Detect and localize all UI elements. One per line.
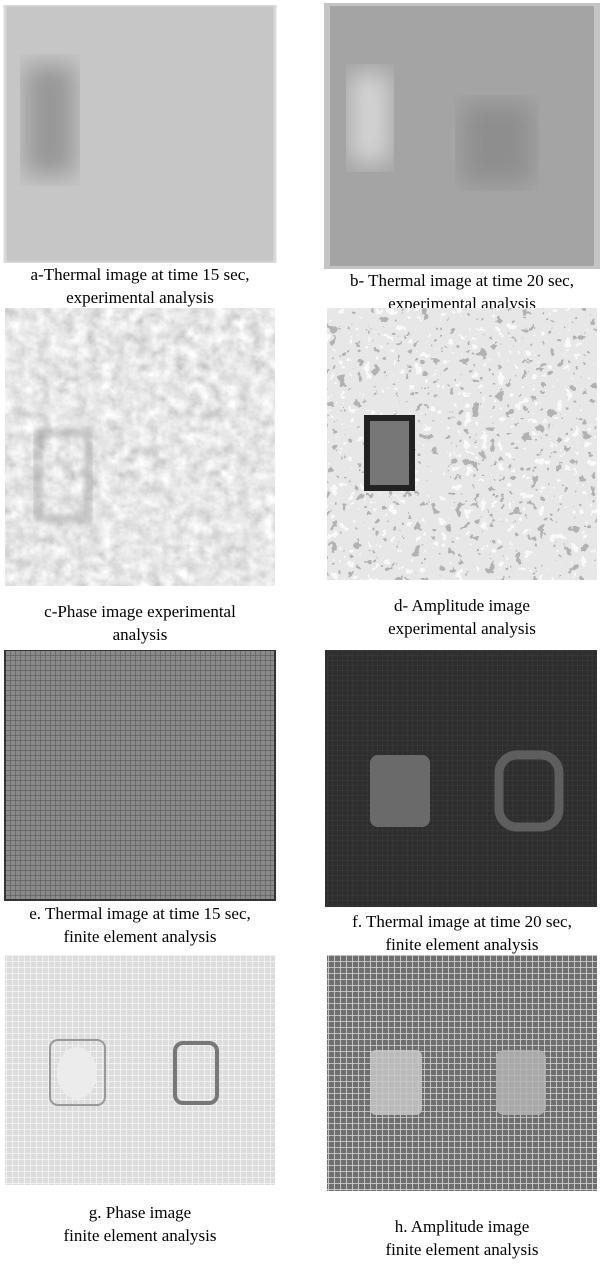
- caption-line: a-Thermal image at time 15 sec,: [0, 263, 280, 286]
- caption-line: e. Thermal image at time 15 sec,: [0, 902, 280, 925]
- caption-line: finite element analysis: [322, 933, 602, 956]
- image: [0, 650, 280, 902]
- image: [0, 955, 280, 1201]
- caption-line: h. Amplitude image: [322, 1215, 602, 1238]
- caption-line: b- Thermal image at time 20 sec,: [322, 269, 602, 292]
- image: [0, 308, 280, 600]
- panel-b: b- Thermal image at time 20 sec, experim…: [322, 3, 602, 315]
- image: [322, 955, 602, 1215]
- caption-line: f. Thermal image at time 20 sec,: [322, 910, 602, 933]
- panel-h: h. Amplitude image finite element analys…: [322, 955, 602, 1261]
- panel-d: d- Amplitude image experimental analysis: [322, 308, 602, 640]
- caption-line: c-Phase image experimental: [0, 600, 280, 623]
- panel-c: c-Phase image experimental analysis: [0, 308, 280, 646]
- panel-f: f. Thermal image at time 20 sec, finite …: [322, 650, 602, 956]
- caption-line: finite element analysis: [322, 1238, 602, 1261]
- caption-line: experimental analysis: [0, 286, 280, 309]
- caption-line: finite element analysis: [0, 1224, 280, 1247]
- image: [322, 3, 602, 269]
- caption-line: experimental analysis: [322, 617, 602, 640]
- caption-line: g. Phase image: [0, 1201, 280, 1224]
- caption-line: analysis: [0, 623, 280, 646]
- panel-e: e. Thermal image at time 15 sec, finite …: [0, 650, 280, 948]
- panel-g: g. Phase image finite element analysis: [0, 955, 280, 1247]
- figure: a-Thermal image at time 15 sec, experime…: [0, 0, 605, 1272]
- caption-line: d- Amplitude image: [322, 594, 602, 617]
- image: [322, 650, 602, 910]
- image: [0, 5, 280, 263]
- caption-line: finite element analysis: [0, 925, 280, 948]
- image: [322, 308, 602, 594]
- panel-a: a-Thermal image at time 15 sec, experime…: [0, 5, 280, 309]
